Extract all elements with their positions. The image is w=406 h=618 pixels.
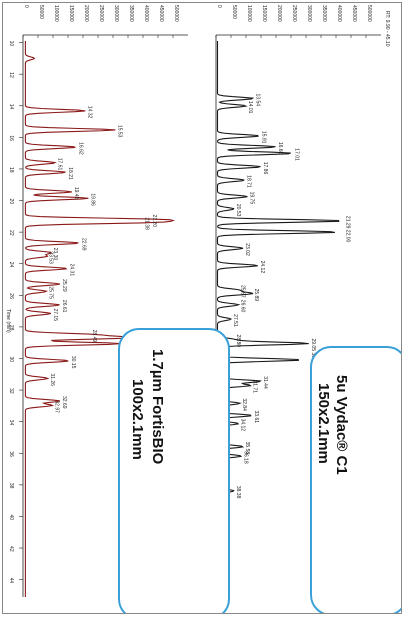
column-box-top: 5u Vydac® C1 150x2.1mm bbox=[310, 346, 401, 613]
intensity-tick-label: 500000 bbox=[173, 5, 179, 22]
intensity-tick-label: 350000 bbox=[128, 5, 134, 22]
intensity-tick-label: 0 bbox=[216, 5, 222, 8]
time-tick-label: 18 bbox=[8, 167, 14, 173]
column-box-bottom: 1.7µm FortisBIO 100x2.1mm bbox=[118, 328, 230, 613]
intensity-tick-label: 350000 bbox=[321, 5, 327, 22]
time-tick-label: 44 bbox=[8, 578, 14, 584]
peak-label: 24.31 bbox=[68, 264, 74, 277]
intensity-tick-label: 500000 bbox=[366, 5, 372, 22]
time-tick-label: 12 bbox=[8, 72, 14, 78]
time-tick-label: 22 bbox=[8, 230, 14, 236]
peak-label: 13.54 bbox=[255, 93, 261, 106]
peak-label: 29.05 30.09 bbox=[310, 338, 316, 365]
intensity-tick-label: 300000 bbox=[306, 5, 312, 22]
time-tick-label: 30 bbox=[8, 356, 14, 362]
peak-label: 22.69 bbox=[80, 238, 86, 251]
peak-label: 15.53 bbox=[116, 125, 122, 138]
peak-label: 21.38 bbox=[143, 217, 149, 230]
series-line-bottom bbox=[24, 41, 176, 597]
intensity-tick-label: 200000 bbox=[83, 5, 89, 22]
time-tick-label: 16 bbox=[8, 135, 14, 141]
column-box-bottom-line1: 1.7µm FortisBIO bbox=[149, 349, 166, 465]
intensity-tick-label: 450000 bbox=[351, 5, 357, 22]
peak-label: 19.75 bbox=[249, 192, 255, 205]
peak-label: 36.18 bbox=[243, 451, 249, 464]
peak-label: 14.01 bbox=[247, 101, 253, 114]
intensity-tick-label: 100000 bbox=[246, 5, 252, 22]
peak-label: 33.61 bbox=[253, 411, 259, 424]
time-tick-label: 10 bbox=[8, 41, 14, 47]
peak-label: 16.60 bbox=[277, 142, 283, 155]
peak-label: 35.58 bbox=[244, 442, 250, 455]
peak-label: 19.86 bbox=[89, 193, 95, 206]
peak-label: 24.12 bbox=[259, 261, 265, 274]
peak-label: 31.44 bbox=[262, 376, 268, 389]
peak-label: 26.61 bbox=[61, 300, 67, 313]
time-axis-title: Time (min) bbox=[5, 309, 11, 333]
time-tick-label: 24 bbox=[8, 262, 14, 268]
intensity-tick-label: 400000 bbox=[143, 5, 149, 22]
time-tick-label: 42 bbox=[8, 546, 14, 552]
peak-label: 32.84 bbox=[241, 398, 247, 411]
intensity-tick-label: 100000 bbox=[53, 5, 59, 22]
peak-label: 30.15 bbox=[70, 356, 76, 369]
intensity-tick-label: 250000 bbox=[98, 5, 104, 22]
peak-label: 19.45 bbox=[73, 187, 79, 200]
intensity-tick-label: 300000 bbox=[113, 5, 119, 22]
intensity-tick-label: 150000 bbox=[261, 5, 267, 22]
peak-label: 25.29 bbox=[61, 279, 67, 292]
intensity-tick-label: 400000 bbox=[336, 5, 342, 22]
chromatogram-svg: RT: 9.90 - 45.10 0 50000 100000 150000 20000… bbox=[5, 5, 401, 613]
peak-label: 31.71 bbox=[252, 380, 258, 393]
time-tick-label: 28 bbox=[8, 325, 14, 331]
peak-label: 17.61 bbox=[56, 158, 62, 171]
peak-label: 25.67 bbox=[240, 285, 246, 298]
peak-label: 32.69 bbox=[61, 396, 67, 409]
time-tick-label: 40 bbox=[8, 514, 14, 520]
peak-label: 23.30 bbox=[52, 248, 58, 261]
peak-label: 25.89 bbox=[253, 289, 259, 302]
peak-label: 23.02 bbox=[244, 243, 250, 256]
peak-label: 18.21 bbox=[67, 167, 73, 180]
intensity-tick-label: 200000 bbox=[276, 5, 282, 22]
peak-label: 14.32 bbox=[86, 106, 92, 119]
intensity-tick-label: 250000 bbox=[291, 5, 297, 22]
peak-label: 23.53 bbox=[47, 251, 53, 264]
peak-label: 32.97 bbox=[53, 400, 59, 413]
peak-label: 28.80 bbox=[235, 335, 241, 348]
intensity-tick-label: 0 bbox=[23, 5, 29, 8]
time-tick-label: 34 bbox=[8, 420, 14, 426]
column-box-top-line1: 5u Vydac® C1 bbox=[333, 375, 350, 475]
peak-label: 16.62 bbox=[77, 142, 83, 155]
peak-label: 18.71 bbox=[246, 175, 252, 188]
peak-label: 25.75 bbox=[47, 286, 53, 299]
chromatogram-figure: RT: 9.90 - 45.10 0 50000 100000 150000 20000… bbox=[2, 2, 402, 614]
rt-range-label: RT: 9.90 - 45.10 bbox=[384, 11, 390, 47]
peak-label: 28.49 bbox=[91, 330, 97, 343]
intensity-tick-label: 150000 bbox=[68, 5, 74, 22]
time-tick-label: 14 bbox=[8, 104, 14, 110]
peak-label: 21.20 bbox=[151, 214, 157, 227]
peak-label: 26.60 bbox=[240, 300, 246, 313]
peak-label: 27.51 bbox=[232, 314, 238, 327]
intensity-tick-label: 50000 bbox=[231, 5, 237, 19]
peak-label: 27.15 bbox=[52, 308, 58, 321]
peak-label: 20.53 bbox=[235, 204, 241, 217]
intensity-tick-label: 50000 bbox=[38, 5, 44, 19]
time-tick-label: 26 bbox=[8, 293, 14, 299]
peak-label: 34.12 bbox=[240, 419, 246, 432]
time-tick-label: 36 bbox=[8, 451, 14, 457]
column-box-top-line2: 150x2.1mm bbox=[315, 383, 332, 464]
column-box-bottom-line2: 100x2.1mm bbox=[129, 379, 146, 460]
time-tick-label: 38 bbox=[8, 483, 14, 489]
peak-label: 31.26 bbox=[49, 373, 55, 386]
time-tick-label: 20 bbox=[8, 199, 14, 205]
peak-label: 17.86 bbox=[262, 162, 268, 175]
time-tick-label: 32 bbox=[8, 388, 14, 394]
peak-label: 21.29 22.00 bbox=[345, 216, 351, 243]
peak-label: 15.91 bbox=[261, 131, 267, 144]
peak-label: 38.38 bbox=[235, 486, 241, 499]
peak-label: 17.01 bbox=[294, 148, 300, 161]
intensity-tick-label: 450000 bbox=[158, 5, 164, 22]
